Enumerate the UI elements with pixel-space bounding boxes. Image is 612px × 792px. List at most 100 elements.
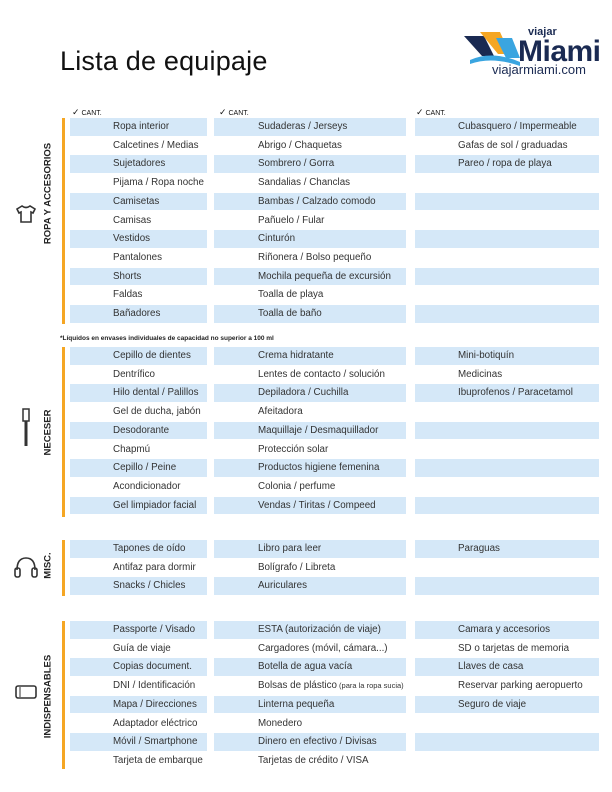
checklist-item: Crema hidratante xyxy=(214,347,406,365)
headphones-icon xyxy=(13,554,39,585)
item-label: Colonia / perfume xyxy=(258,480,336,492)
checklist-item: Móvil / Smartphone xyxy=(70,733,207,751)
item-label: Pañuelo / Fular xyxy=(258,214,325,226)
checklist-item xyxy=(415,577,599,595)
item-label: Botella de agua vacía xyxy=(258,661,353,673)
item-label: Tapones de oído xyxy=(113,543,186,554)
item-label: Camara y accesorios xyxy=(458,624,551,635)
check-header-col1: ✓ CANT. xyxy=(72,107,102,117)
checklist-item: Sudaderas / Jerseys xyxy=(214,118,406,136)
item-label: Bolígrafo / Libreta xyxy=(258,561,336,573)
item-label: Bolsas de plástico (para la ropa sucia) xyxy=(258,680,404,692)
palm-wave-logo-icon xyxy=(464,32,520,66)
checklist-item xyxy=(415,403,599,421)
item-label: Shorts xyxy=(113,270,142,282)
viajar-miami-logo: viajar Miami viajarmiami.com xyxy=(462,20,601,80)
checklist-item xyxy=(415,212,599,230)
checklist-item xyxy=(415,715,599,733)
item-label: Chapmú xyxy=(113,443,151,455)
item-label: Llaves de casa xyxy=(458,661,524,673)
checklist-item: Tarjeta de embarque xyxy=(70,752,207,770)
item-label: Mochila pequeña de excursión xyxy=(258,270,391,282)
item-label: Medicinas xyxy=(458,368,503,380)
page-title: Lista de equipaje xyxy=(60,46,268,76)
checklist-item: Guía de viaje xyxy=(70,640,207,658)
item-label: Gel limpiador facial xyxy=(113,499,197,511)
section-accent-bar xyxy=(62,540,65,596)
checklist-item: Vendas / Tiritas / Compeed xyxy=(214,496,406,515)
item-label: Camisetas xyxy=(113,195,160,207)
checklist-item: Mochila pequeña de excursión xyxy=(214,267,406,286)
section-accent-bar xyxy=(62,347,65,517)
checklist-item: Protección solar xyxy=(214,441,406,459)
item-label: Camisas xyxy=(113,214,152,226)
section-label: ROPA Y ACCESORIOS xyxy=(42,142,54,245)
checklist-item: Calcetines / Medias xyxy=(70,137,207,155)
item-label: Protección solar xyxy=(258,443,329,455)
checklist-item: Toalla de baño xyxy=(214,305,406,323)
checklist-item: Cubasquero / Impermeable xyxy=(415,118,599,136)
checklist-item: Ibuprofenos / Paracetamol xyxy=(415,384,599,402)
check-label: CANT. xyxy=(228,110,249,117)
checklist-item: Chapmú xyxy=(70,441,207,459)
checklist-item: Hilo dental / Palillos xyxy=(70,384,207,402)
item-label: DNI / Identificación xyxy=(113,680,196,692)
checklist-item: Camara y accesorios xyxy=(415,621,599,639)
checklist-item: SD o tarjetas de memoria xyxy=(415,640,599,658)
checklist-item: Antifaz para dormir xyxy=(70,559,207,577)
item-label: Calcetines / Medias xyxy=(113,139,199,151)
checklist-item xyxy=(415,478,599,496)
logo-small-text: viajar xyxy=(528,26,557,38)
checklist-item: Shorts xyxy=(70,267,207,286)
item-label: Crema hidratante xyxy=(258,350,334,361)
item-label: Monedero xyxy=(258,717,303,729)
item-label: Toalla de playa xyxy=(258,289,324,301)
item-label: Hilo dental / Palillos xyxy=(113,387,199,399)
logo-url: viajarmiami.com xyxy=(492,62,586,77)
item-label: Pijama / Ropa noche xyxy=(113,177,204,189)
item-label: Ibuprofenos / Paracetamol xyxy=(458,387,573,399)
checklist-item: Bolsas de plástico (para la ropa sucia) xyxy=(214,677,406,695)
item-label: Pantalones xyxy=(113,251,163,263)
checklist-item: ESTA (autorización de viaje) xyxy=(214,621,406,639)
checklist-item xyxy=(415,174,599,192)
check-label: CANT. xyxy=(81,110,102,117)
item-label: Sandalias / Chanclas xyxy=(258,177,351,189)
checklist-item: Reservar parking aeropuerto xyxy=(415,677,599,695)
item-label: Reservar parking aeropuerto xyxy=(458,680,583,692)
item-label: Vestidos xyxy=(113,233,151,245)
check-label: CANT. xyxy=(425,110,446,117)
item-label: Ropa interior xyxy=(113,121,170,132)
item-label: Auriculares xyxy=(258,580,308,592)
item-label: Adaptador eléctrico xyxy=(113,717,198,729)
checklist-item: Vestidos xyxy=(70,230,207,248)
item-label: Cinturón xyxy=(258,233,296,245)
item-label: Abrigo / Chaquetas xyxy=(258,139,342,151)
checklist-item xyxy=(415,286,599,304)
checklist-item: Desodorante xyxy=(70,421,207,440)
item-label: Vendas / Tiritas / Compeed xyxy=(258,499,376,511)
item-label: Afeitadora xyxy=(258,406,303,418)
checklist-item: Pareo / ropa de playa xyxy=(415,155,599,173)
item-label: Toalla de baño xyxy=(258,308,322,319)
checklist-item xyxy=(415,230,599,248)
checklist-item: Passporte / Visado xyxy=(70,621,207,639)
item-label: Bañadores xyxy=(113,308,161,319)
checklist-item: Seguro de viaje xyxy=(415,695,599,714)
item-label: Dinero en efectivo / Divisas xyxy=(258,736,377,748)
item-label: Antifaz para dormir xyxy=(113,561,196,573)
checklist-item: Medicinas xyxy=(415,366,599,384)
item-label: Copias document. xyxy=(113,661,192,673)
checklist-item: Productos higiene femenina xyxy=(214,459,406,477)
checklist-item: Llaves de casa xyxy=(415,658,599,676)
checklist-item: Riñonera / Bolso pequeño xyxy=(214,249,406,267)
item-label: SD o tarjetas de memoria xyxy=(458,642,570,654)
item-label: Cargadores (móvil, cámara...) xyxy=(258,642,388,654)
toothbrush-icon xyxy=(19,408,33,453)
checklist-item: Linterna pequeña xyxy=(214,695,406,714)
item-label: Sujetadores xyxy=(113,158,166,170)
checklist-item: Afeitadora xyxy=(214,403,406,421)
checklist-item xyxy=(415,441,599,459)
item-label: Sudaderas / Jerseys xyxy=(258,121,348,132)
section-accent-bar xyxy=(62,118,65,324)
